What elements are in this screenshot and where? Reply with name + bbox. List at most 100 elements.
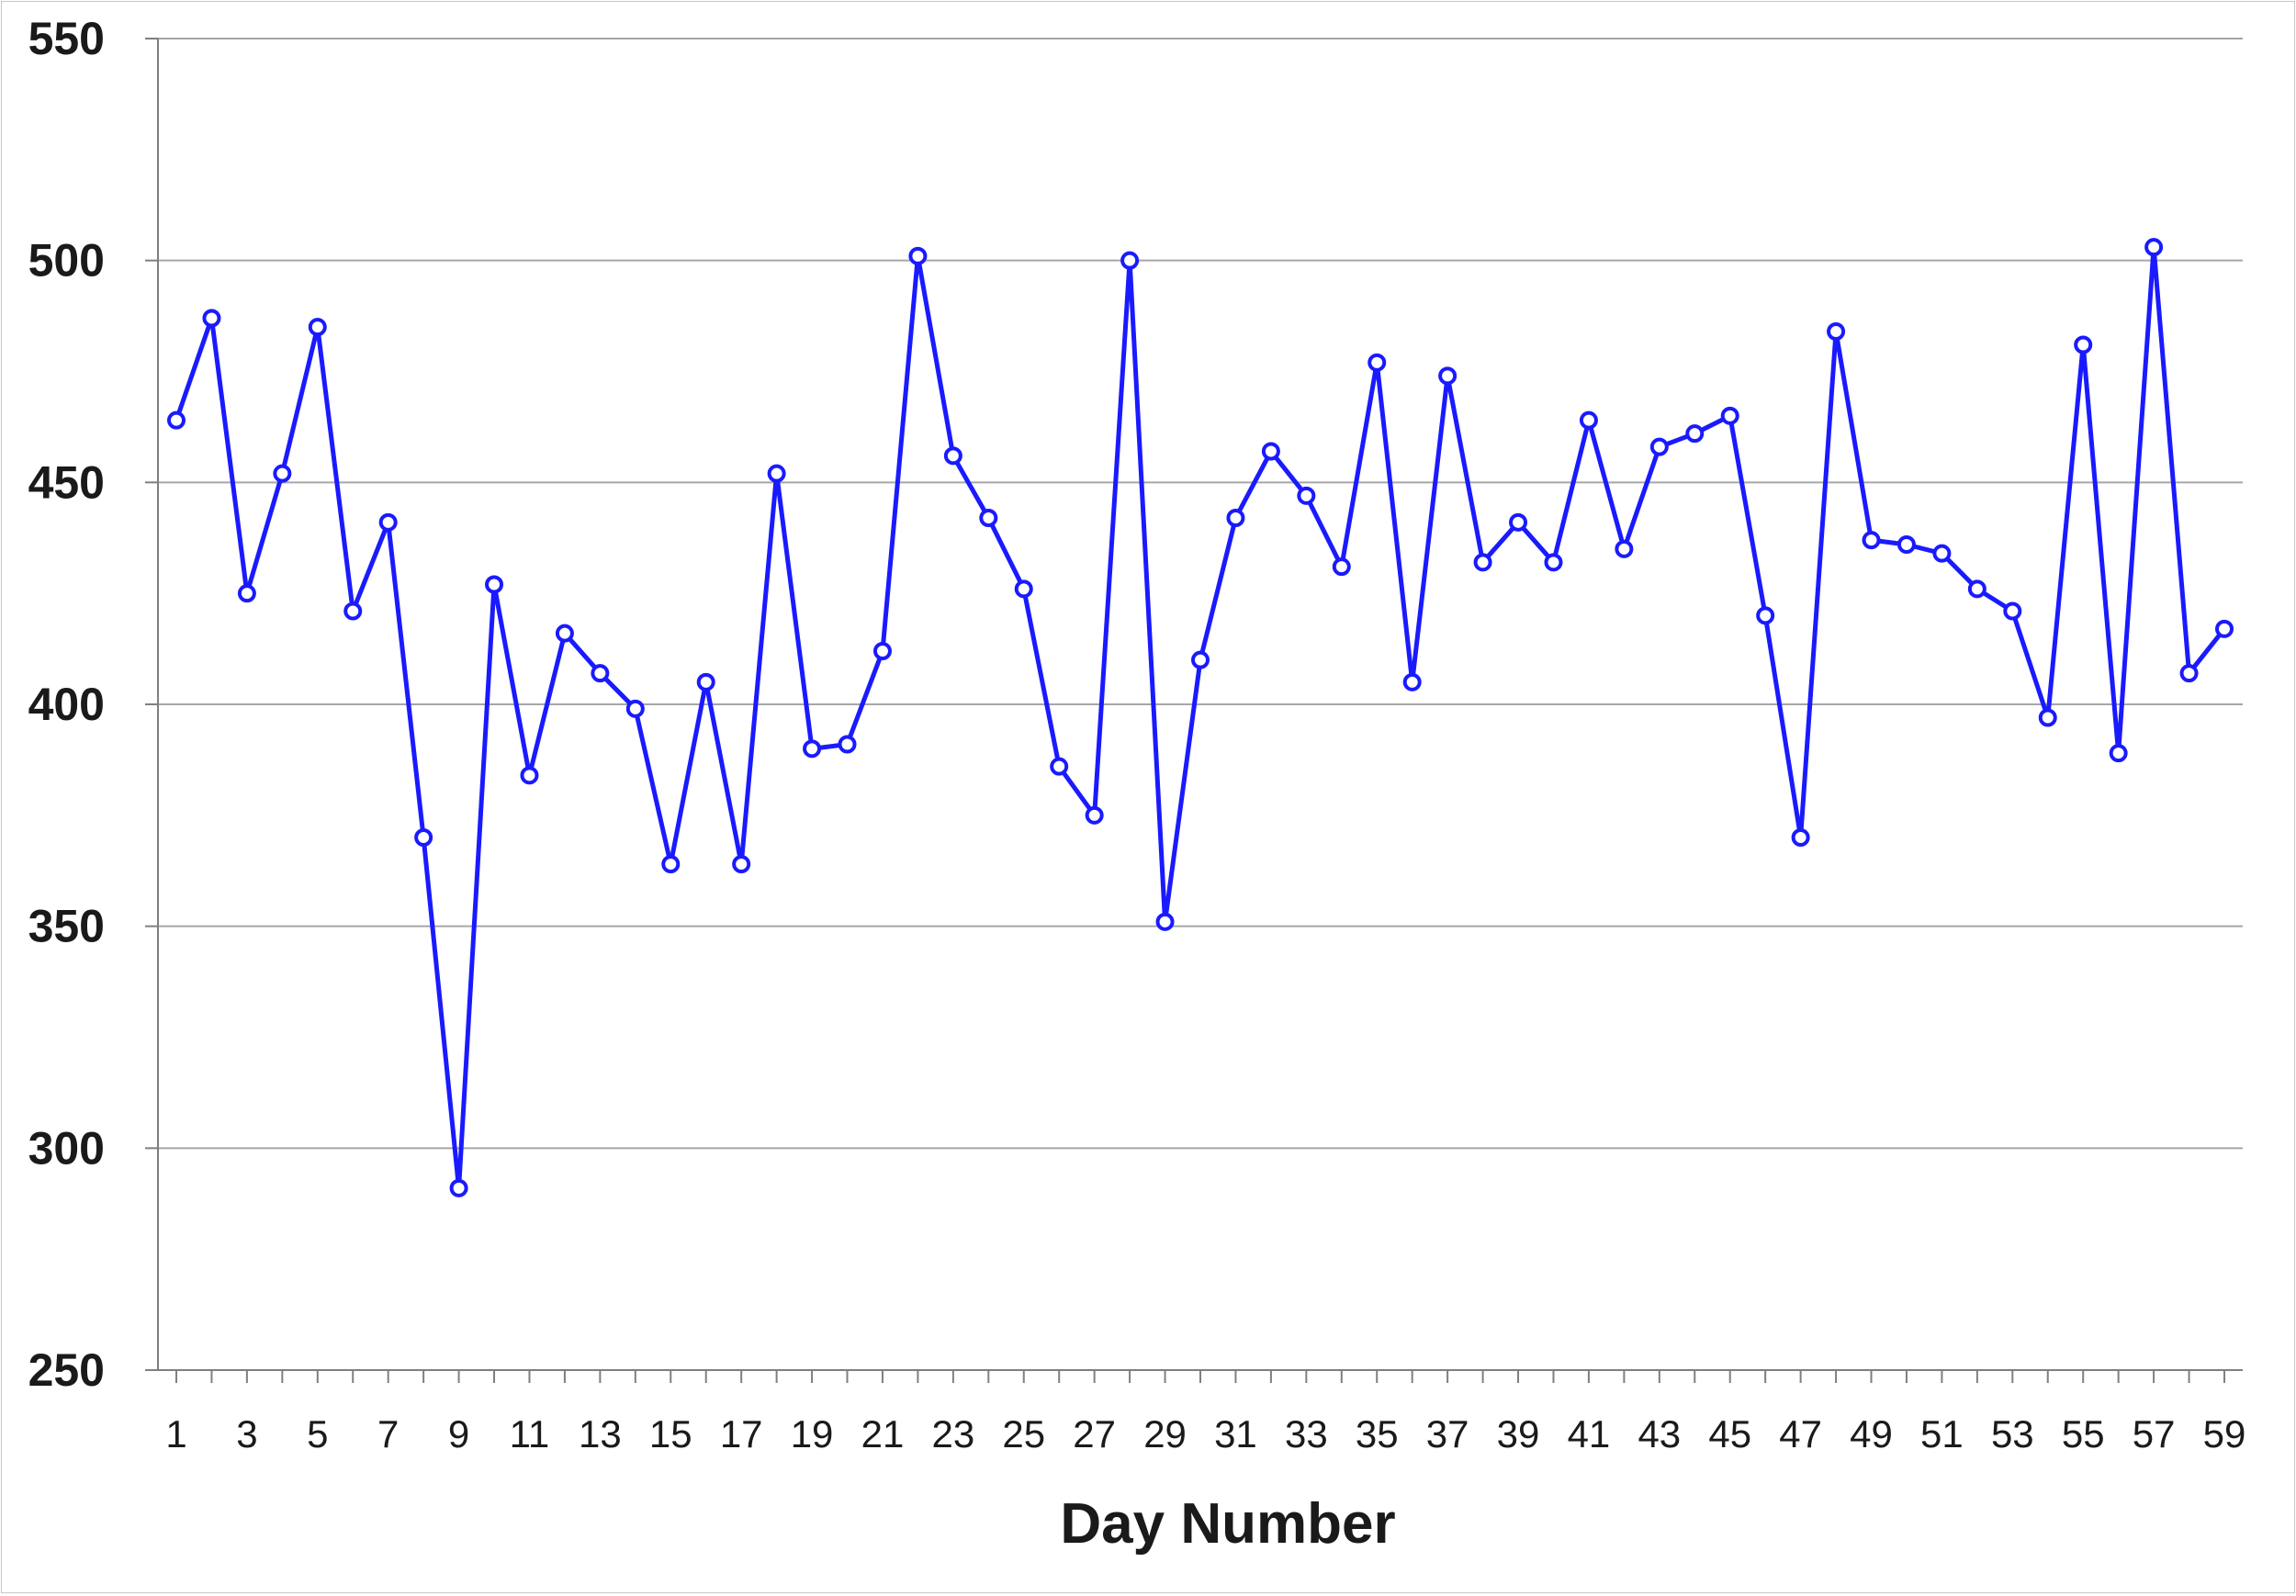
x-tick-label-57: 57 [2133, 1412, 2176, 1456]
data-point-day-35 [1367, 353, 1387, 372]
x-tick-label-31: 31 [1214, 1412, 1257, 1456]
data-point-day-23 [943, 446, 962, 466]
x-tick-label-19: 19 [791, 1412, 834, 1456]
x-tick-label-33: 33 [1285, 1412, 1328, 1456]
data-point-day-59 [2215, 619, 2234, 638]
data-point-day-14 [625, 699, 645, 718]
x-tick-label-5: 5 [307, 1412, 328, 1456]
x-tick-label-45: 45 [1708, 1412, 1751, 1456]
x-tick-label-23: 23 [932, 1412, 975, 1456]
x-tick-label-15: 15 [649, 1412, 692, 1456]
data-point-day-9 [449, 1178, 468, 1197]
data-point-day-49 [1862, 531, 1881, 550]
y-tick-labels: 250 300 350 400 450 500 550 [28, 13, 105, 1396]
data-point-day-2 [202, 309, 221, 328]
data-point-day-1 [167, 410, 186, 430]
data-point-day-20 [838, 735, 857, 754]
y-tick-label-450: 450 [28, 456, 105, 508]
data-point-day-53 [2003, 601, 2022, 621]
data-point-day-37 [1438, 366, 1458, 386]
x-tick-label-53: 53 [1991, 1412, 2034, 1456]
y-tick-label-400: 400 [28, 679, 105, 730]
data-point-day-56 [2109, 744, 2128, 763]
axes [145, 38, 2243, 1383]
y-tick-label-550: 550 [28, 13, 105, 64]
x-tick-label-29: 29 [1143, 1412, 1187, 1456]
y-tick-label-300: 300 [28, 1122, 105, 1174]
y-tick-label-350: 350 [28, 901, 105, 952]
y-tick-label-250: 250 [28, 1344, 105, 1396]
x-tick-label-11: 11 [510, 1412, 550, 1456]
data-point-day-28 [1120, 251, 1140, 270]
x-tick-label-3: 3 [236, 1412, 257, 1456]
x-tick-label-51: 51 [1920, 1412, 1964, 1456]
data-point-day-31 [1226, 509, 1245, 527]
data-point-day-54 [2038, 708, 2057, 727]
x-tick-label-47: 47 [1779, 1412, 1822, 1456]
y-tick-label-500: 500 [28, 235, 105, 287]
data-point-day-10 [485, 575, 504, 594]
x-tick-label-17: 17 [720, 1412, 763, 1456]
x-tick-label-41: 41 [1568, 1412, 1611, 1456]
data-point-day-17 [732, 855, 751, 873]
x-tick-label-13: 13 [579, 1412, 622, 1456]
gridlines [158, 38, 2243, 1150]
x-tick-label-39: 39 [1497, 1412, 1540, 1456]
x-tick-label-55: 55 [2062, 1412, 2105, 1456]
data-point-day-6 [343, 601, 363, 621]
x-tick-label-43: 43 [1638, 1412, 1681, 1456]
data-point-day-19 [803, 739, 822, 759]
data-point-day-44 [1685, 424, 1705, 444]
data-point-day-38 [1473, 553, 1492, 572]
x-tick-label-35: 35 [1356, 1412, 1399, 1456]
data-point-day-46 [1756, 606, 1775, 625]
data-point-day-8 [414, 828, 433, 847]
data-point-day-12 [555, 624, 574, 643]
data-point-day-13 [591, 664, 610, 683]
x-tick-label-1: 1 [165, 1412, 186, 1456]
data-point-day-11 [520, 766, 539, 785]
data-point-day-43 [1649, 437, 1669, 456]
x-axis-title: Day Number [1060, 1492, 1395, 1556]
data-point-day-29 [1155, 912, 1175, 931]
x-tick-label-25: 25 [1002, 1412, 1045, 1456]
data-point-day-50 [1896, 535, 1916, 554]
data-point-day-26 [1050, 757, 1069, 776]
x-tick-label-49: 49 [1850, 1412, 1893, 1456]
data-point-day-39 [1509, 512, 1528, 532]
x-tick-label-37: 37 [1426, 1412, 1469, 1456]
data-point-day-27 [1085, 805, 1104, 825]
data-point-day-55 [2074, 335, 2093, 354]
data-point-day-24 [979, 509, 998, 527]
x-tick-labels: 1 3 5 7 9 11 13 15 17 19 21 23 25 27 29 31 33 35 37 39 41 43 4… [165, 1412, 2245, 1456]
x-tick-label-9: 9 [448, 1412, 469, 1456]
data-point-day-3 [237, 584, 256, 603]
x-tick-label-7: 7 [377, 1412, 399, 1456]
series-line-0 [174, 244, 2226, 1191]
x-tick-label-59: 59 [2203, 1412, 2246, 1456]
data-point-day-58 [2179, 664, 2199, 683]
data-point-day-57 [2144, 238, 2164, 257]
data-point-day-45 [1720, 406, 1739, 425]
data-point-day-36 [1402, 672, 1422, 691]
data-point-day-4 [273, 464, 292, 483]
data-point-day-42 [1615, 539, 1634, 558]
data-point-day-18 [767, 464, 786, 483]
data-point-day-25 [1014, 579, 1033, 599]
data-point-day-41 [1579, 410, 1598, 430]
data-point-day-22 [908, 246, 928, 265]
data-point-day-15 [661, 855, 681, 873]
data-point-day-7 [378, 512, 398, 532]
data-point-day-30 [1191, 650, 1210, 669]
data-point-day-34 [1332, 557, 1351, 577]
x-tick-label-21: 21 [861, 1412, 905, 1456]
data-point-day-32 [1261, 442, 1280, 461]
data-point-day-21 [872, 642, 892, 660]
data-point-day-33 [1297, 486, 1316, 505]
series-layer [167, 238, 2234, 1197]
data-point-day-48 [1827, 322, 1846, 341]
data-point-day-5 [308, 318, 327, 337]
data-point-day-51 [1932, 544, 1952, 563]
